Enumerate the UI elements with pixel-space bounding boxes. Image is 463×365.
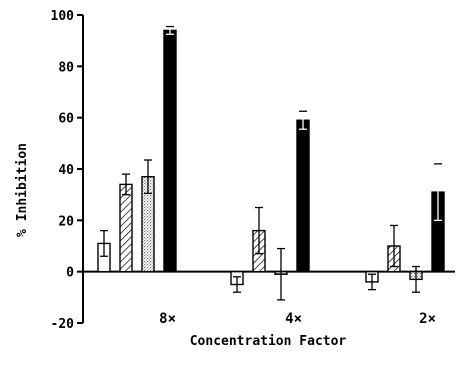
y-tick-label-6: 100 — [51, 9, 75, 24]
y-tick-label-1: 0 — [66, 266, 74, 281]
category-label-0: 8× — [159, 311, 176, 327]
y-tick-label-4: 60 — [58, 112, 74, 127]
y-axis-title: % Inhibition — [15, 143, 30, 237]
x-axis-title: Concentration Factor — [190, 334, 347, 349]
category-label-1: 4× — [285, 311, 302, 327]
axes — [77, 14, 455, 324]
y-tick-label-3: 40 — [58, 163, 74, 178]
bar-s2-0 — [119, 183, 133, 273]
y-tick-label-0: -20 — [51, 317, 75, 332]
y-tick-label-5: 80 — [58, 60, 74, 75]
bars — [97, 25, 445, 301]
category-label-2: 2× — [419, 311, 436, 327]
y-tick-label-2: 20 — [58, 214, 74, 229]
bar-s4-0 — [163, 29, 177, 273]
bar-s4-1 — [296, 119, 310, 273]
labels: -20 0 20 40 60 80 100 8× 4× 2× Concentration Facto… — [15, 9, 436, 349]
